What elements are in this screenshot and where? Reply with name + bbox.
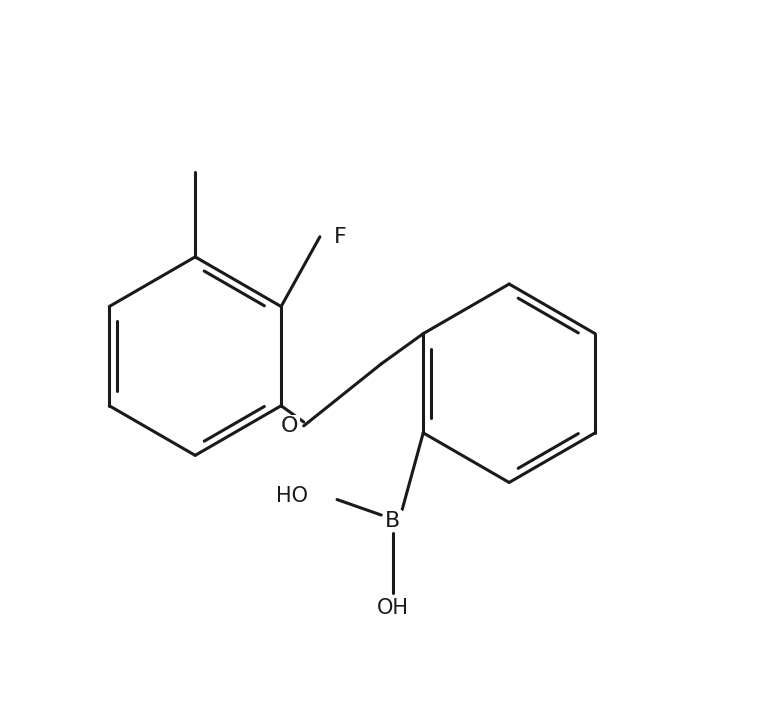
Text: HO: HO xyxy=(275,486,307,505)
Text: O: O xyxy=(281,416,299,436)
Text: F: F xyxy=(334,227,346,247)
Text: B: B xyxy=(385,511,401,531)
Text: OH: OH xyxy=(377,598,409,618)
